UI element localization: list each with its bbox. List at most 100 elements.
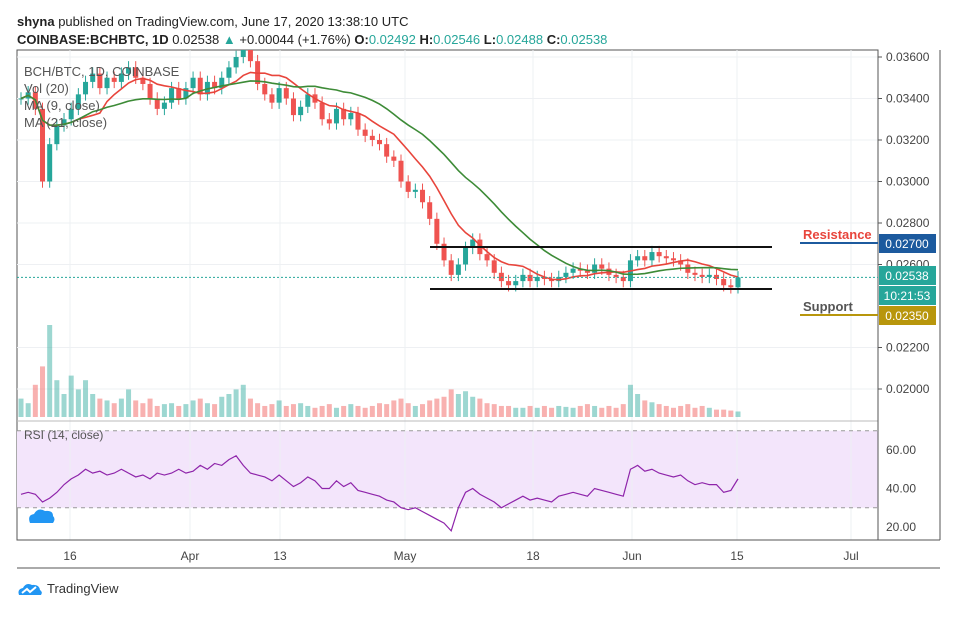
candle bbox=[176, 88, 182, 99]
volume-bar bbox=[312, 407, 318, 417]
price-tick: 0.02200 bbox=[886, 341, 930, 355]
candle bbox=[656, 252, 662, 257]
volume-bar bbox=[606, 405, 612, 417]
candle bbox=[620, 276, 626, 282]
volume-bar bbox=[269, 404, 275, 417]
volume-bar bbox=[104, 400, 110, 417]
volume-bar bbox=[577, 405, 583, 417]
candle bbox=[355, 113, 361, 130]
candle bbox=[118, 73, 124, 82]
price-tick: 0.03200 bbox=[886, 133, 930, 147]
volume-bar bbox=[678, 405, 684, 417]
volume-bar bbox=[635, 394, 641, 417]
volume-bar bbox=[348, 404, 354, 417]
volume-bar bbox=[47, 325, 53, 417]
volume-bar bbox=[592, 405, 598, 417]
volume-bar bbox=[18, 398, 24, 417]
volume-bar bbox=[706, 407, 712, 417]
candle bbox=[111, 77, 117, 82]
candle bbox=[233, 57, 239, 68]
last-price: 0.02538 bbox=[172, 32, 220, 47]
time-tick: 13 bbox=[273, 549, 287, 563]
volume-bar bbox=[133, 400, 139, 417]
volume-bar bbox=[355, 405, 361, 417]
candle bbox=[391, 156, 397, 161]
candle bbox=[728, 285, 734, 288]
candle bbox=[283, 88, 289, 99]
candle bbox=[369, 135, 375, 140]
volume-bar bbox=[219, 396, 225, 417]
candle bbox=[240, 50, 246, 57]
volume-bar bbox=[369, 405, 375, 417]
candle bbox=[126, 67, 132, 74]
price-tick: 0.03600 bbox=[886, 50, 930, 64]
price-tick: 0.03000 bbox=[886, 175, 930, 189]
volume-bar bbox=[728, 410, 734, 417]
volume-bar bbox=[97, 398, 103, 417]
volume-bar bbox=[305, 405, 311, 417]
candle bbox=[68, 108, 74, 120]
volume-bar bbox=[169, 403, 175, 417]
candle bbox=[40, 108, 46, 182]
volume-bar bbox=[341, 405, 347, 417]
candle bbox=[83, 81, 89, 95]
volume-bar bbox=[212, 404, 218, 417]
candle bbox=[319, 102, 325, 120]
support-label: Support bbox=[803, 299, 853, 314]
candle bbox=[212, 81, 218, 89]
rsi-tick: 60.00 bbox=[886, 443, 916, 457]
volume-bar bbox=[147, 398, 153, 417]
volume-bar bbox=[721, 409, 727, 417]
candle bbox=[326, 119, 332, 124]
price-change: +0.00044 (+1.76%) bbox=[239, 32, 351, 47]
candle bbox=[584, 270, 590, 273]
volume-bar bbox=[333, 407, 339, 417]
candle bbox=[570, 268, 576, 273]
volume-bar bbox=[484, 403, 490, 417]
candle bbox=[484, 254, 490, 261]
candle bbox=[341, 108, 347, 120]
current-price-tag bbox=[879, 266, 936, 285]
volume-bar bbox=[68, 375, 74, 417]
candle bbox=[520, 274, 526, 282]
volume-bar bbox=[412, 405, 418, 417]
candle bbox=[333, 108, 339, 124]
candle bbox=[427, 202, 433, 219]
candle bbox=[713, 274, 719, 280]
candle bbox=[470, 239, 476, 248]
publish-info: shyna published on TradingView.com, June… bbox=[17, 14, 408, 29]
volume-bar bbox=[556, 405, 562, 417]
candle bbox=[183, 88, 189, 99]
candle bbox=[61, 119, 67, 126]
legend-volume: Vol (20) bbox=[24, 81, 69, 96]
volume-bar bbox=[563, 406, 569, 417]
volume-bar bbox=[620, 404, 626, 417]
close-label: C: bbox=[546, 32, 561, 47]
time-tick: May bbox=[394, 549, 417, 563]
candle bbox=[534, 276, 540, 282]
volume-bar bbox=[527, 405, 533, 417]
up-arrow-icon: ▲ bbox=[222, 32, 236, 47]
candle bbox=[706, 274, 712, 277]
candle bbox=[420, 189, 426, 203]
candle bbox=[97, 73, 103, 89]
volume-bar bbox=[54, 380, 60, 417]
candle bbox=[133, 67, 139, 78]
volume-bar bbox=[326, 404, 332, 417]
volume-bar bbox=[233, 389, 239, 417]
candle bbox=[161, 102, 167, 109]
candle bbox=[463, 247, 469, 265]
candle bbox=[305, 94, 311, 107]
candle bbox=[635, 256, 641, 261]
rsi-tick: 20.00 bbox=[886, 520, 916, 534]
candle bbox=[276, 88, 282, 103]
volume-bar bbox=[40, 366, 46, 417]
volume-bar bbox=[420, 404, 426, 417]
volume-bar bbox=[520, 407, 526, 417]
tradingview-logo[interactable]: TradingView bbox=[17, 581, 119, 596]
candle bbox=[348, 113, 354, 120]
candle bbox=[47, 144, 53, 182]
publisher[interactable]: shyna bbox=[17, 14, 55, 29]
candle bbox=[269, 94, 275, 103]
